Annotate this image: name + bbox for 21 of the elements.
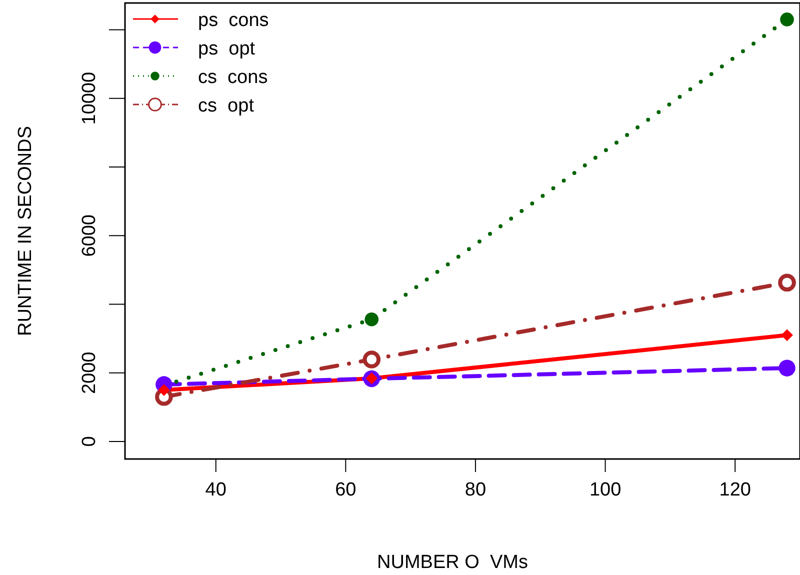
point xyxy=(362,350,381,368)
point xyxy=(780,12,794,26)
point xyxy=(781,329,793,342)
point xyxy=(778,274,796,292)
x-tick-label: 80 xyxy=(464,479,486,500)
x-tick-label: 100 xyxy=(589,479,622,500)
y-tick-label: 0 xyxy=(79,436,100,447)
legend-label: ps cons xyxy=(198,10,269,31)
y-tick-label: 6000 xyxy=(79,214,100,257)
x-tick-label: 40 xyxy=(205,479,226,500)
x-tick-label: 120 xyxy=(719,479,751,500)
legend-label: ps opt xyxy=(198,38,256,60)
x-axis-title: NUMBER O VMs xyxy=(377,552,528,573)
y-tick-label: 2000 xyxy=(79,352,100,394)
x-tick-label: 60 xyxy=(335,479,356,500)
legend-label: cs opt xyxy=(198,96,255,116)
legend-label: cs cons xyxy=(198,67,268,88)
y-axis-title: RUNTIME IN SECONDS xyxy=(15,126,36,336)
point xyxy=(778,360,796,376)
y-tick-label: 10000 xyxy=(79,72,100,125)
point xyxy=(364,312,379,326)
